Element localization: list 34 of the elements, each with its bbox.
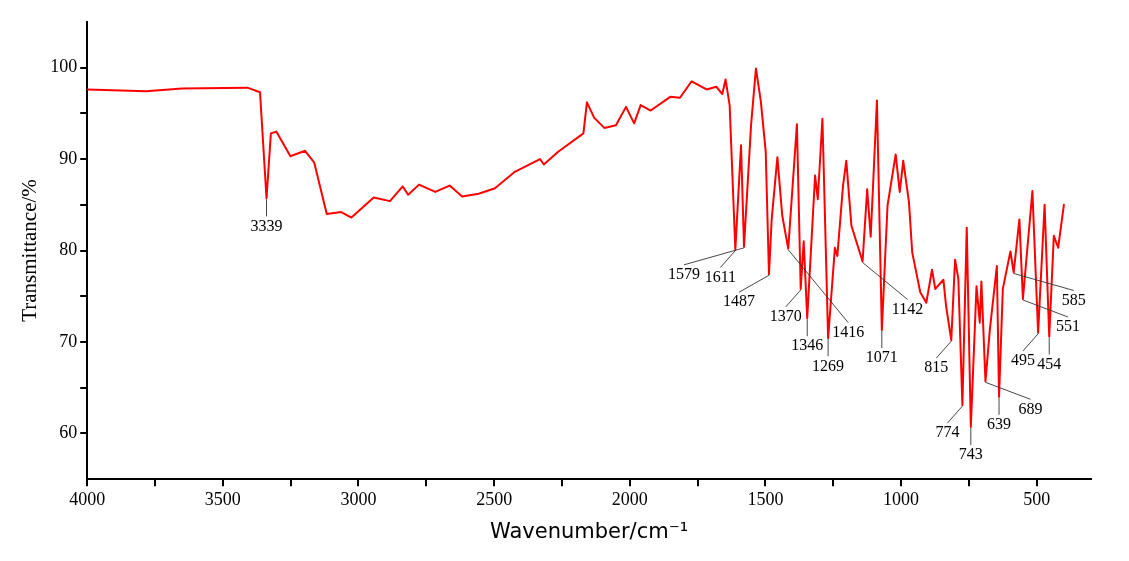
y-tick-label: 100 [50, 56, 78, 77]
annotation: 1579 [668, 265, 701, 283]
x-tick-label: 2500 [476, 488, 513, 509]
y-tick-label: 60 [59, 422, 78, 443]
annotation: 1269 [812, 356, 845, 374]
y-tick-label: 90 [59, 147, 78, 168]
annotation: 585 [1061, 290, 1086, 308]
annotation: 689 [1018, 399, 1043, 417]
x-tick-label: 1000 [883, 488, 920, 509]
annotation: 1142 [891, 299, 924, 317]
annotation: 774 [935, 423, 960, 441]
x-axis-title: Wavenumber/cm⁻¹ [490, 518, 689, 543]
annotation: 551 [1055, 317, 1080, 335]
x-tick-label: 1500 [747, 488, 784, 509]
annotation: 1071 [865, 348, 898, 366]
x-tick-label: 4000 [69, 488, 106, 509]
x-tick-label: 3000 [340, 488, 377, 509]
annotation: 1416 [832, 322, 865, 340]
x-tick-label: 2000 [611, 488, 648, 509]
annotation: 815 [924, 358, 949, 376]
x-tick-label: 3500 [204, 488, 241, 509]
annotation: 1346 [791, 336, 824, 354]
annotation: 495 [1011, 351, 1036, 369]
y-tick-label: 70 [59, 330, 78, 351]
annotation: 1487 [722, 292, 755, 310]
annotation: 1611 [704, 267, 737, 285]
annotation: 1370 [769, 307, 802, 325]
y-tick-label: 80 [59, 239, 78, 260]
annotation: 743 [958, 445, 983, 463]
annotation: 3339 [250, 216, 283, 234]
annotation: 639 [987, 415, 1012, 433]
annotation: 454 [1037, 354, 1062, 372]
x-tick-label: 500 [1023, 488, 1051, 509]
y-axis-title: Transmittance/% [17, 179, 42, 322]
